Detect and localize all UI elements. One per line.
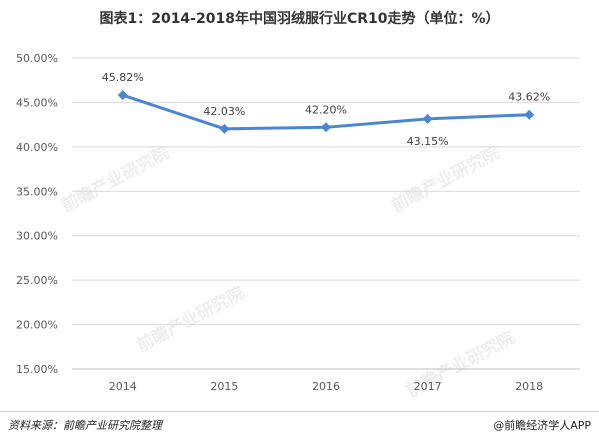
y-tick-label: 50.00% bbox=[16, 52, 58, 65]
brand-text: @前瞻经济学人APP bbox=[493, 419, 591, 432]
y-tick-label: 25.00% bbox=[16, 274, 58, 287]
y-tick-label: 35.00% bbox=[16, 185, 58, 198]
data-label: 42.03% bbox=[203, 105, 245, 118]
x-tick-label: 2018 bbox=[515, 380, 543, 393]
data-label: 45.82% bbox=[102, 71, 144, 84]
y-tick-label: 30.00% bbox=[16, 230, 58, 243]
x-tick-label: 2016 bbox=[312, 380, 340, 393]
y-tick-label: 20.00% bbox=[16, 319, 58, 332]
data-label: 43.15% bbox=[407, 135, 449, 148]
y-tick-label: 45.00% bbox=[16, 96, 58, 109]
data-point bbox=[422, 113, 433, 124]
data-point bbox=[219, 123, 230, 134]
x-tick-label: 2015 bbox=[210, 380, 238, 393]
line-chart: 15.00% 20.00% 25.00% 30.00% 35.00% 40.00% 45.0… bbox=[16, 52, 580, 393]
x-tick-label: 2017 bbox=[414, 380, 442, 393]
y-tick-label: 15.00% bbox=[16, 363, 58, 376]
y-tick-label: 40.00% bbox=[16, 141, 58, 154]
data-point bbox=[117, 90, 128, 101]
data-point bbox=[321, 122, 331, 133]
brand-credit: @前瞻经济学人APP bbox=[493, 417, 591, 433]
data-label: 42.20% bbox=[305, 103, 347, 116]
footer-divider bbox=[0, 411, 599, 412]
chart-title: 图表1：2014-2018年中国羽绒服行业CR10走势（单位：%） bbox=[99, 11, 500, 27]
data-label: 43.62% bbox=[508, 91, 550, 104]
source-note: 资料来源：前瞻产业研究院整理 bbox=[8, 419, 162, 432]
x-tick-label: 2014 bbox=[109, 380, 137, 393]
data-point bbox=[524, 109, 535, 120]
